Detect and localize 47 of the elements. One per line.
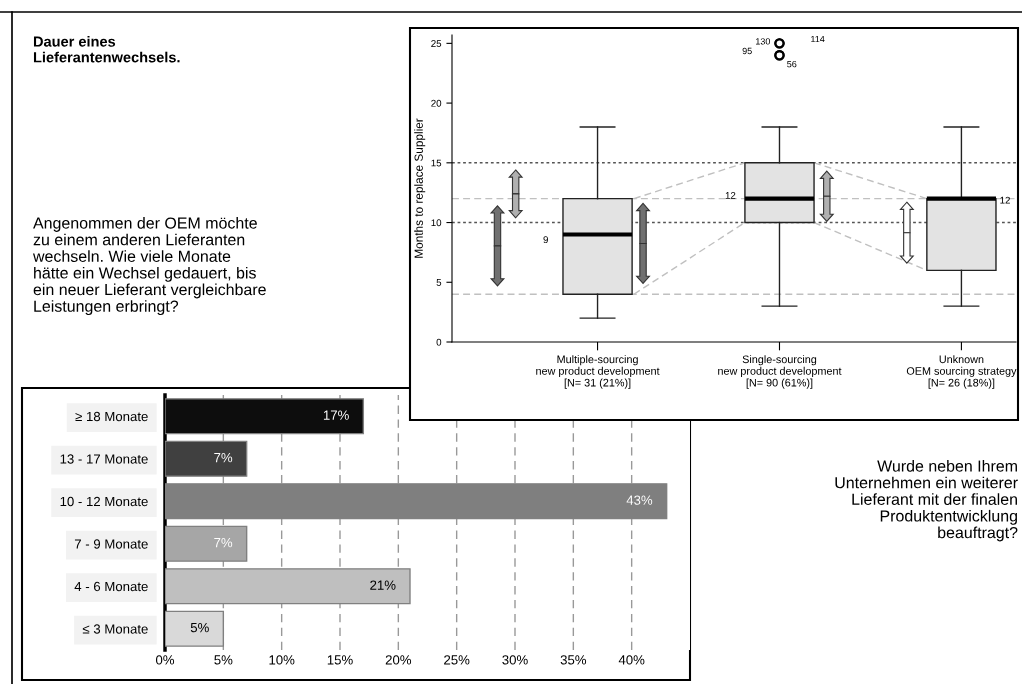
bar [165,610,225,647]
data-label: 17% [323,410,349,420]
data-label: 7% [214,538,233,548]
y-tick-label: ≥ 18 Monate [75,411,148,422]
annotation: 9 [543,236,548,244]
data-label: 5% [190,623,209,633]
data-label: 43% [626,495,653,505]
y-tick-label: ≤ 3 Monate [82,624,148,634]
y-tick-label: 0 [436,338,442,346]
x-tick-label: 0% [155,655,175,665]
data-label: 7% [214,453,233,463]
annotation: 12 [725,191,736,199]
text: Wurde neben Ihrem Unternehmen ein weiterer Lieferant mit der finalen Produktentwicklung beauftragt? [835,460,1018,542]
text: Angenommen der OEM möchte zu einem anderen Lieferanten wechseln. Wie viele Monate hätte ein Wechsel gedauert, bis ein neuer Lieferant vergleichbare Leistungen erbringt? [32,217,266,316]
x-tick-label: 25% [444,655,470,665]
annotation: 130 [756,38,771,45]
x-tick-label: 40% [618,655,645,665]
x-tick-label: Single-sourcing new product development [N= 90 (61%)] [718,355,842,389]
annotation: 114 [811,35,825,43]
chart-title: Dauer eines Lieferantenwechsels. [33,36,180,63]
y-tick-label: 10 - 12 Monate [60,496,148,507]
x-tick-label: 30% [502,655,528,665]
bar [165,483,668,520]
x-tick-label: 35% [560,655,587,665]
x-tick-label: 20% [385,655,412,665]
bar [165,398,365,435]
bar [165,525,248,562]
y-tick-label: 20 [431,99,442,107]
x-tick-label: 15% [327,655,353,665]
x-tick-label: 5% [214,655,233,665]
y-tick-label: 10 [431,219,442,227]
annotation: 56 [787,60,797,68]
y-tick-label: 5 [436,279,442,286]
y-tick-label: 13 - 17 Monate [60,454,148,464]
annotation: 95 [742,47,752,55]
x-tick-label: 10% [269,655,295,665]
data-label: 21% [370,580,396,590]
bar [165,568,411,605]
y-axis-title: Months to replace Supplier [414,118,426,258]
y-tick-label: 25 [431,40,442,47]
y-tick-label: 7 - 9 Monate [74,539,148,549]
y-tick-label: 4 - 6 Monate [74,581,148,592]
x-tick-label: Unknown OEM sourcing strategy [N= 26 (18%)] [906,355,1017,389]
x-tick-label: Multiple-sourcing new product development [N= 31 (21%)] [536,355,660,389]
annotation: 12 [1000,196,1010,204]
y-tick-label: 15 [431,159,442,167]
bar [165,440,248,477]
